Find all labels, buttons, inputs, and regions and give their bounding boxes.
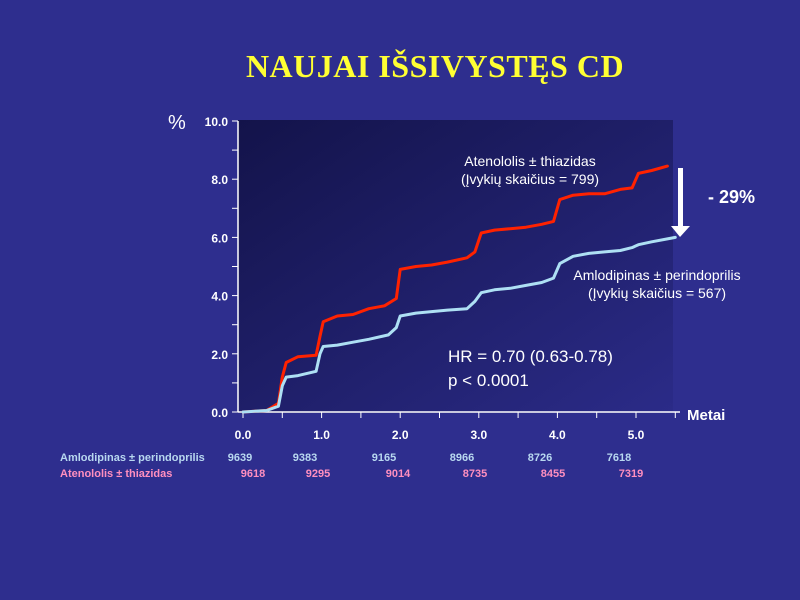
x-tick-label: 3.0 [470, 428, 487, 442]
series-label-line: Amlodipinas ± perindoprilis [573, 267, 740, 283]
y-tick-label: 6.0 [211, 231, 228, 245]
risk-cell: 8726 [527, 452, 553, 464]
series-label-line: (Įvykių skaičius = 799) [461, 171, 599, 187]
y-tick-label: 0.0 [211, 406, 228, 420]
risk-cell: 8966 [449, 452, 475, 464]
x-tick-label: 1.0 [313, 428, 330, 442]
risk-cell: 7618 [606, 452, 632, 464]
risk-row-name: Atenololis ± thiazidas [60, 468, 173, 480]
y-tick-label: 8.0 [211, 173, 228, 187]
risk-cell: 7319 [618, 468, 644, 480]
series-line-atenolol [241, 164, 669, 414]
reduction-arrow-head [671, 226, 690, 237]
p-value-text: p < 0.0001 [448, 371, 529, 390]
series-label-line: Atenololis ± thiazidas [464, 153, 595, 169]
series-line-amlodipine [241, 235, 677, 414]
hazard-ratio-text: HR = 0.70 (0.63-0.78) [448, 347, 613, 366]
risk-cell: 9383 [292, 452, 318, 464]
x-tick-label: 0.0 [235, 428, 252, 442]
reduction-arrow-shaft [678, 168, 683, 228]
x-tick-label: 2.0 [392, 428, 409, 442]
plot-area [238, 120, 673, 413]
risk-cell: 9639 [227, 452, 253, 464]
y-axis-label: % [168, 112, 186, 134]
risk-cell: 9165 [371, 452, 397, 464]
x-axis-label: Metai [687, 407, 726, 424]
slide-title: NAUJAI IŠSIVYSTĘS CD [245, 48, 625, 84]
x-tick-label: 4.0 [549, 428, 566, 442]
risk-reduction-label: - 29% [708, 187, 756, 207]
y-tick-label: 10.0 [205, 115, 229, 129]
risk-cell: 8735 [462, 468, 488, 480]
risk-cell: 9295 [305, 468, 331, 480]
risk-cell: 8455 [540, 468, 566, 480]
risk-cell: 9014 [385, 468, 411, 480]
risk-row-name: Amlodipinas ± perindoprilis [60, 452, 205, 464]
y-tick-label: 4.0 [211, 290, 228, 304]
series-label-line: (Įvykių skaičius = 567) [588, 285, 726, 301]
risk-cell: 9618 [240, 468, 266, 480]
x-tick-label: 5.0 [628, 428, 645, 442]
y-tick-label: 2.0 [211, 348, 228, 362]
